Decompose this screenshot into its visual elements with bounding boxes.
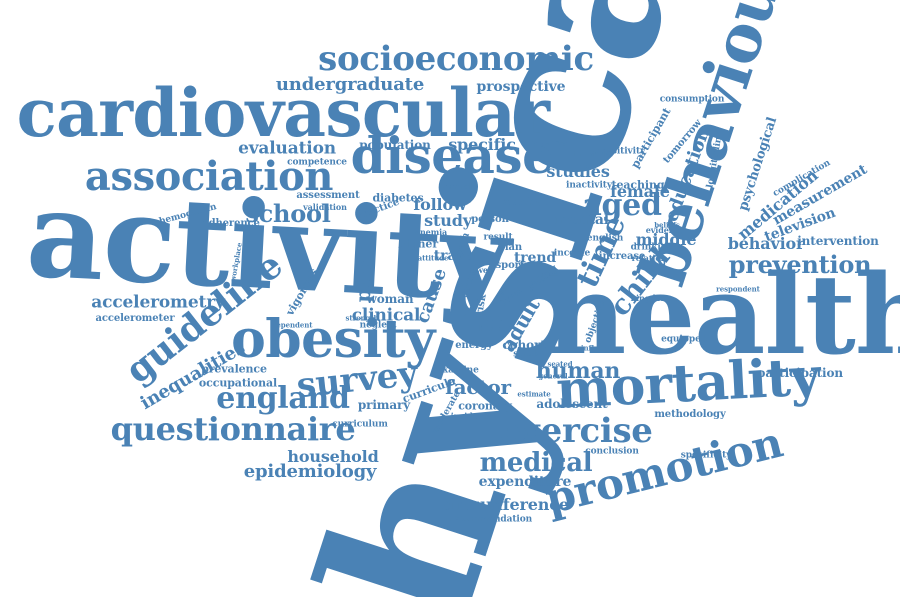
word-stroke: stroke [513, 349, 545, 360]
word-accelerometer: accelerometer [95, 313, 175, 324]
word-factor: factor [445, 375, 511, 399]
word-cohort: cohort [502, 338, 546, 352]
word-specificity: specificity [680, 450, 732, 461]
word-aged: aged [582, 188, 662, 223]
word-general: general [538, 371, 568, 381]
word-association: association [84, 153, 334, 200]
word-teaching: teaching [611, 178, 665, 192]
word-prevention: prevention [728, 250, 872, 279]
word-income: income [553, 248, 591, 259]
word-expenditure: expenditure [478, 474, 572, 490]
word-obesity: obesity [231, 309, 435, 370]
word-middle: middle [635, 230, 697, 249]
word-household: household [287, 447, 379, 466]
word-estimate: estimate [517, 389, 551, 399]
word-primary: primary [357, 398, 411, 412]
word-prevalence: prevalence [201, 362, 267, 376]
word-strength: strength [345, 313, 379, 323]
word-exercise: exercise [499, 411, 653, 451]
word-adherence: adherence [202, 218, 260, 229]
word-male: male [473, 311, 503, 325]
word-attitude: attitude [417, 253, 449, 263]
word-disease: disease [350, 126, 554, 185]
word-health: health [546, 250, 900, 379]
word-competence: competence [287, 157, 347, 168]
word-woman: woman [366, 292, 414, 306]
word-adolescent: adolescent [536, 397, 608, 411]
word-plan: plan [497, 242, 523, 253]
word-england: england [216, 381, 350, 416]
word-higher: higher [398, 237, 438, 251]
word-incidence: incidence [450, 411, 494, 421]
word-school: school [245, 199, 331, 228]
word-diabetes: diabetes [372, 191, 424, 205]
word-inactivity: inactivity [566, 180, 612, 191]
word-cardiovascular: cardiovascular [16, 74, 550, 152]
word-identified: identified [531, 139, 569, 149]
word-conclusion: conclusion [585, 446, 639, 457]
word-waist: waist [518, 260, 544, 271]
word-undergraduate: undergraduate [275, 74, 425, 95]
word-curriculum: curriculum [332, 419, 388, 430]
word-increase: increase [598, 251, 646, 262]
word-heart: heart [478, 324, 506, 335]
word-follow: follow [413, 195, 467, 214]
word-result: result [483, 232, 513, 243]
word-beliefs: beliefs [654, 220, 680, 230]
word-population: population [359, 138, 431, 152]
word-energy: energy [455, 340, 493, 351]
word-travel: travel [433, 248, 479, 264]
word-human: human [535, 358, 621, 384]
word-relation: relation [631, 253, 667, 263]
word-respondent: respondent [716, 284, 760, 294]
word-study: study [424, 211, 472, 230]
word-assessment: assessment [296, 190, 360, 201]
word-examine: examine [437, 365, 479, 376]
word-alcohol: alcohol [502, 195, 548, 209]
word-mental: mental [555, 212, 609, 228]
word-epidemiology: epidemiology [243, 461, 377, 482]
word-behavior: behavior [727, 234, 805, 253]
word-methodology: methodology [654, 409, 726, 420]
word-sport: sport [495, 260, 525, 271]
word-questionnaire: questionnaire [110, 410, 356, 448]
word-sensitivity: sensitivity [594, 146, 646, 157]
word-validation: validation [303, 202, 347, 212]
word-seated: seated [547, 359, 573, 369]
word-specific: specific [448, 135, 516, 154]
word-sample: sample [442, 182, 478, 193]
word-coronary: coronary [458, 399, 512, 413]
word-medical: medical [479, 448, 593, 478]
word-english: english [586, 233, 624, 244]
word-kingdom: kingdom [630, 293, 670, 303]
word-accelerometry: accelerometry [91, 292, 225, 313]
word-anemia: anemia [414, 227, 448, 237]
word-prospective: prospective [476, 79, 566, 95]
word-recommendation: recommendation [447, 514, 533, 525]
word-circumference: circumference [441, 495, 569, 514]
word-individual: individual [573, 149, 613, 159]
word-influence: influence [580, 343, 618, 353]
word-clinical: clinical [351, 305, 421, 326]
word-trend: trend [513, 250, 557, 266]
word-studies: studies [546, 162, 610, 181]
word-neglect: neglect [359, 320, 397, 331]
word-equipped: equipped [661, 334, 707, 345]
word-drinking: drinking [630, 242, 674, 253]
word-female: female [610, 182, 670, 201]
word-intervention: intervention [797, 234, 879, 248]
word-consumption: consumption [659, 94, 725, 105]
word-lower: lower [467, 265, 493, 275]
word-person: person [471, 214, 509, 225]
word-evidence: evidence [645, 225, 685, 235]
word-evaluation: evaluation [238, 138, 336, 159]
word-occupational: occupational [198, 376, 278, 390]
word-dependent: dependent [271, 320, 313, 330]
word-socioeconomic: socioeconomic [318, 39, 594, 79]
word-participation: participation [757, 366, 843, 380]
